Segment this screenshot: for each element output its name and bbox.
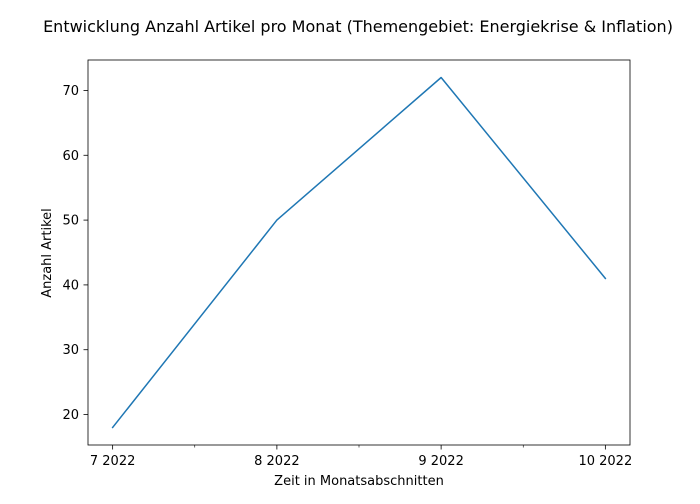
y-axis-label: Anzahl Artikel [40,208,55,298]
x-tick-label-3: 10 2022 [578,454,632,469]
y-tick-label-4: 60 [62,149,79,164]
x-tick-label-0: 7 2022 [90,454,136,469]
y-tick-label-5: 70 [62,84,79,99]
chart-title: Entwicklung Anzahl Artikel pro Monat (Th… [43,17,673,36]
x-tick-label-2: 9 2022 [418,454,464,469]
x-axis-label: Zeit in Monatsabschnitten [274,474,444,489]
plot-area: 7 2022 8 2022 9 2022 10 2022 20 30 40 50 60 70 [62,59,632,469]
y-tick-label-1: 30 [62,343,79,358]
y-tick-label-0: 20 [62,408,79,423]
series-line-0 [111,76,607,429]
y-tick-label-2: 40 [62,278,79,293]
x-tick-label-1: 8 2022 [254,454,300,469]
y-tick-label-3: 50 [62,214,79,229]
